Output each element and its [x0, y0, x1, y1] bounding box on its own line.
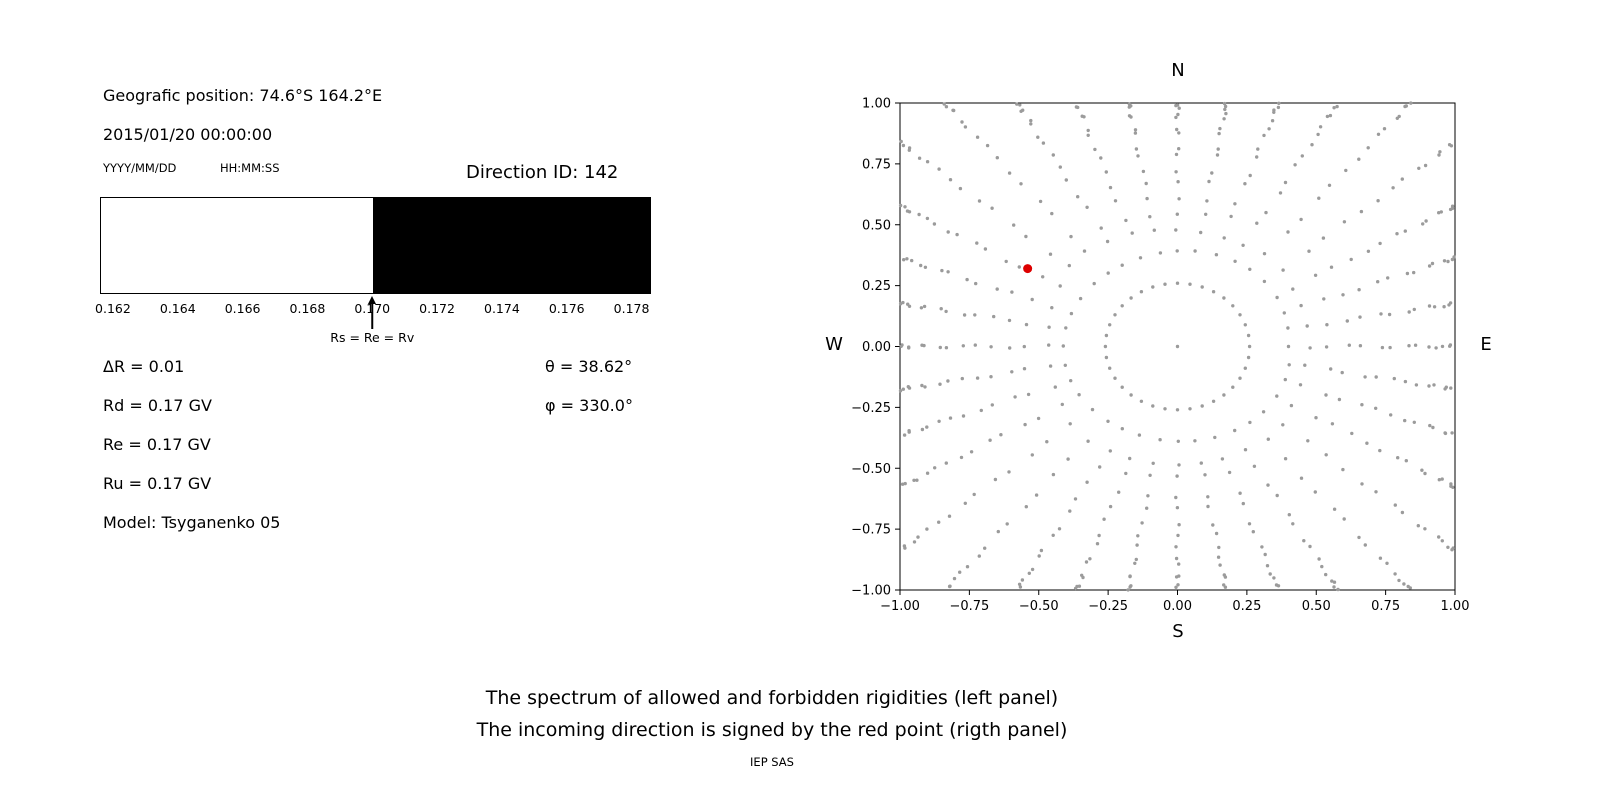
spectrum-tick-label: 0.178	[613, 301, 650, 316]
x-tick-label: −0.25	[1088, 599, 1128, 614]
arrow-line	[371, 303, 373, 329]
x-tick-label: 1.00	[1441, 599, 1470, 614]
x-tick-label: −0.50	[1019, 599, 1059, 614]
spectrum-axes-box	[100, 197, 651, 294]
y-tick-label: −0.75	[851, 523, 891, 538]
spectrum-region-forbidden	[373, 198, 650, 293]
direction-id: Direction ID: 142	[466, 162, 619, 183]
spectrum-x-axis: 0.1620.1640.1660.1680.1700.1720.1740.176…	[95, 301, 651, 317]
caption-line-1: The spectrum of allowed and forbidden ri…	[485, 687, 1059, 709]
y-tick-label: 0.50	[862, 218, 891, 233]
x-tick-label: 0.75	[1371, 599, 1400, 614]
spectrum-tick-label: 0.168	[289, 301, 326, 316]
param-ru: Ru = 0.17 GV	[103, 474, 212, 493]
spectrum-tick-label: 0.162	[95, 301, 131, 316]
spectrum-tick-label: 0.172	[419, 301, 455, 316]
date-format-label: YYYY/MM/DD	[103, 161, 177, 175]
y-tick-label: 0.75	[862, 157, 891, 172]
caption-line-2: The incoming direction is signed by the …	[476, 719, 1068, 741]
arrow-up-icon	[368, 296, 377, 304]
param-re: Re = 0.17 GV	[103, 435, 211, 454]
incoming-direction-point	[1023, 264, 1033, 274]
x-tick-label: 0.50	[1302, 599, 1331, 614]
y-axis-ticks: −1.00 −0.75 −0.50 −0.25 0.00 0.25 0.50 0.75 1.00	[851, 97, 900, 599]
param-theta: θ = 38.62°	[545, 357, 633, 376]
param-phi: φ = 330.0°	[545, 396, 633, 415]
credit-label: IEP SAS	[750, 755, 794, 769]
y-tick-label: −0.25	[851, 401, 891, 416]
spectrum-region-allowed	[101, 198, 374, 293]
spectrum-regions	[101, 198, 650, 293]
spectrum-tick-label: 0.174	[483, 301, 520, 316]
caption-block: The spectrum of allowed and forbidden ri…	[0, 682, 1544, 769]
compass-east-label: E	[1480, 334, 1492, 355]
compass-south-label: S	[1172, 621, 1184, 642]
y-tick-label: −0.50	[851, 462, 891, 477]
compass-west-label: W	[825, 334, 843, 355]
spectrum-tick-label: 0.164	[159, 301, 196, 316]
rigidity-spectrum-plot: 0.1620.1640.1660.1680.1700.1720.1740.176…	[95, 197, 651, 357]
time-format-label: HH:MM:SS	[220, 161, 280, 175]
datetime-value: 2015/01/20 00:00:00	[103, 125, 273, 144]
param-delta-r: ΔR = 0.01	[103, 357, 185, 376]
spectrum-tick-label: 0.166	[224, 301, 261, 316]
spectrum-annotation: Rs = Re = Rv	[330, 330, 415, 345]
param-model: Model: Tsyganenko 05	[103, 513, 281, 532]
y-tick-label: 1.00	[862, 97, 891, 112]
x-tick-label: −0.75	[949, 599, 989, 614]
y-tick-label: −1.00	[851, 584, 891, 599]
y-tick-label: 0.25	[862, 279, 891, 294]
x-tick-label: 0.25	[1232, 599, 1261, 614]
direction-plot: −1.00 −0.75 −0.50 −0.25 0.00 0.25 0.50 0.75 1.00…	[851, 97, 1469, 615]
x-tick-label: 0.00	[1163, 599, 1192, 614]
x-axis-ticks: −1.00 −0.75 −0.50 −0.25 0.00 0.25 0.50 0.75 1.00	[880, 590, 1469, 614]
spectrum-tick-label: 0.176	[548, 301, 585, 316]
x-tick-label: −1.00	[880, 599, 920, 614]
trajectory-dots	[898, 101, 1456, 592]
param-rd: Rd = 0.17 GV	[103, 396, 212, 415]
compass-north-label: N	[1171, 60, 1185, 81]
geographic-position: Geografic position: 74.6°S 164.2°E	[103, 86, 383, 105]
y-tick-label: 0.00	[862, 340, 891, 355]
